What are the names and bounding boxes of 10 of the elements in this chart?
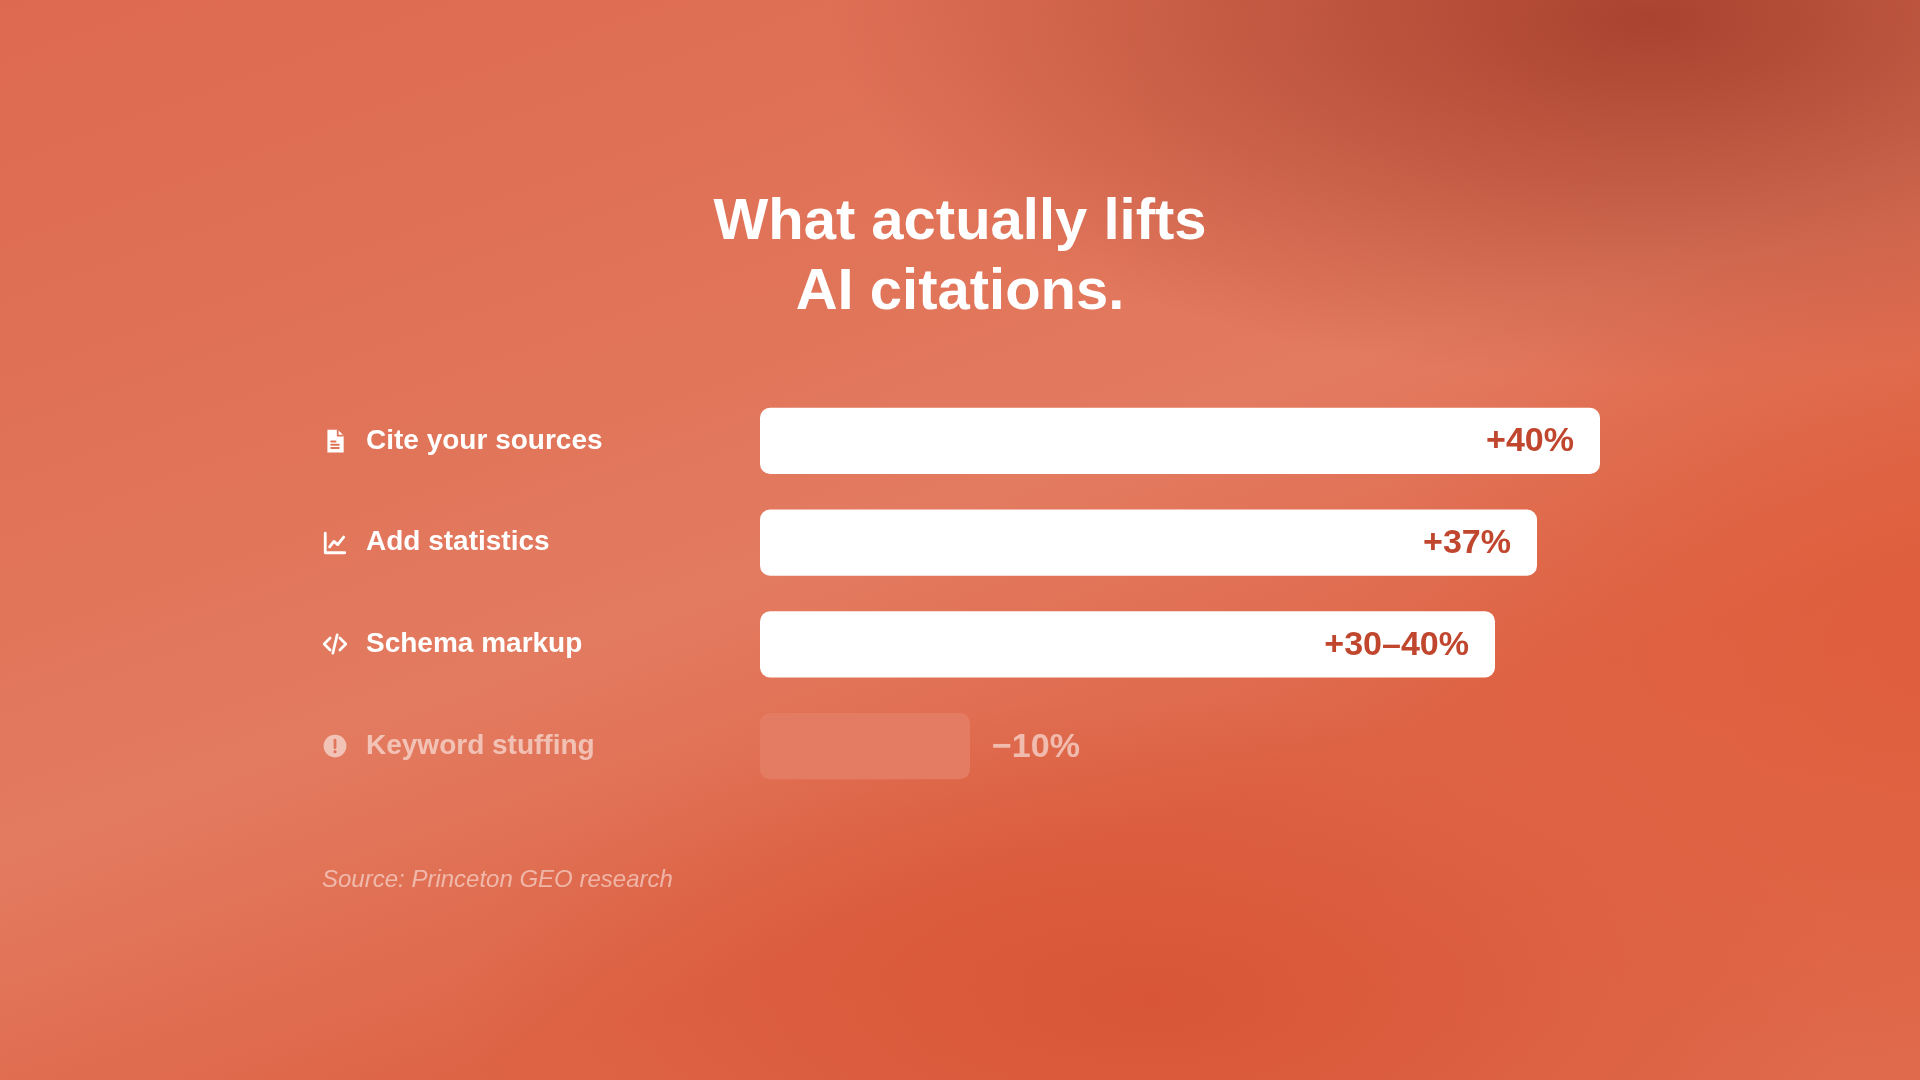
data-label: +40% <box>1486 420 1574 459</box>
annotation: +30–40% <box>1324 623 1469 662</box>
data-label: +37% <box>1423 522 1511 560</box>
annotation: −10% <box>992 725 1080 764</box>
y-tick-label: Schema markup <box>366 627 583 659</box>
y-tick-label: Cite your sources <box>366 423 603 455</box>
y-tick-label: Keyword stuffing <box>366 728 595 760</box>
source-note: Source: Princeton GEO research <box>322 865 673 893</box>
chart-title: What actually lifts AI citations. <box>712 185 1208 323</box>
y-tick-label: Add statistics <box>366 525 550 557</box>
